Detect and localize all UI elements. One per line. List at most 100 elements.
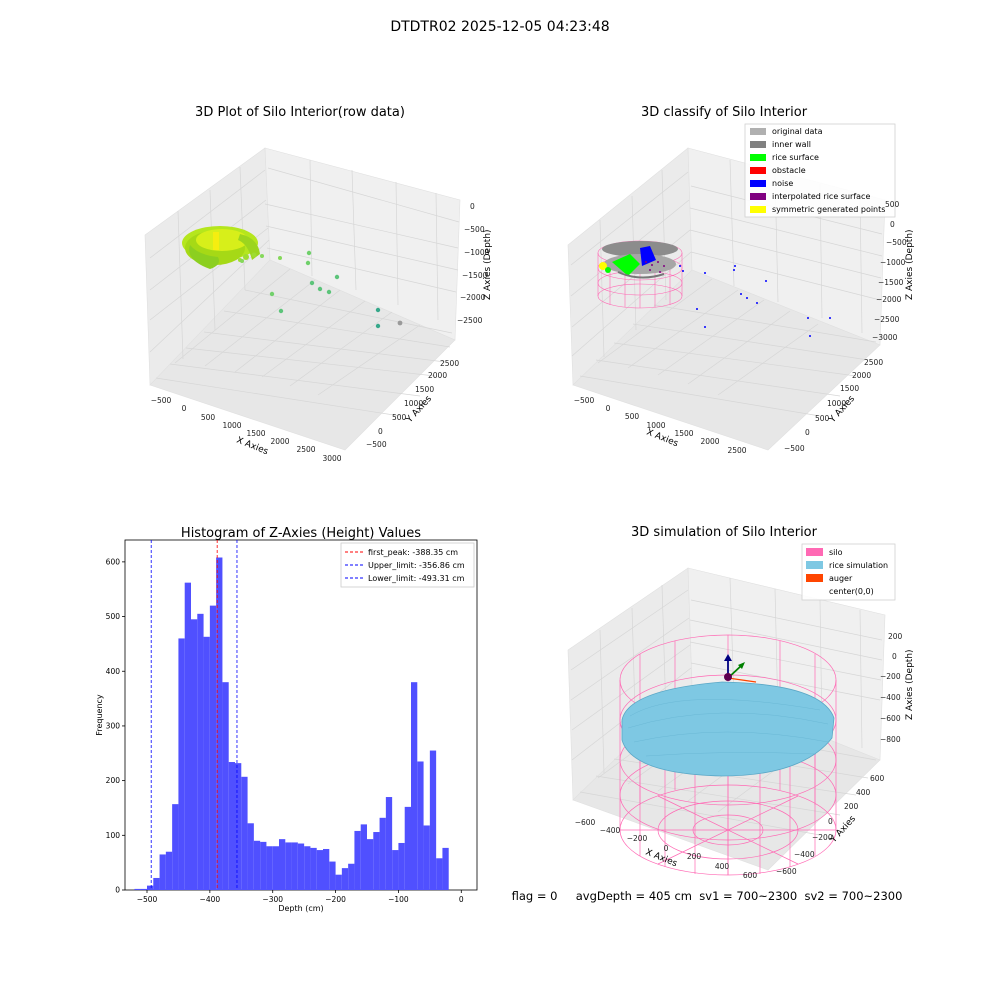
p4-ytick: 0 (828, 817, 833, 826)
histogram-x-tick-label: −300 (262, 895, 283, 904)
p2-xtick: 1000 (646, 421, 665, 430)
panel-histogram: Histogram of Z-Axies (Height) Values −50… (95, 526, 478, 913)
p1-ytick: 1000 (404, 399, 423, 408)
histogram-bar (260, 841, 267, 890)
histogram-y-tick-label: 500 (106, 612, 121, 621)
p1-ztick: −1500 (462, 271, 488, 280)
legend-symmetric: symmetric generated points (772, 205, 885, 214)
p4-xtick: 400 (715, 862, 730, 871)
histogram-bar (247, 823, 254, 890)
histogram-bar (442, 847, 449, 890)
histogram-bar (184, 582, 191, 890)
p1-ytick: 1500 (415, 385, 434, 394)
histogram-bar (379, 817, 386, 890)
p2-ytick: 2000 (852, 371, 871, 380)
histogram-bar (392, 850, 399, 890)
histogram-bar (134, 888, 141, 890)
histogram-bar (354, 830, 361, 890)
histogram-bar (191, 619, 198, 890)
histogram-y-tick-label: 100 (106, 831, 121, 840)
p1-xtick: 2500 (296, 445, 315, 454)
histogram-y-tick-label: 600 (106, 557, 121, 566)
figure-suptitle: DTDTR02 2025-12-05 04:23:48 (390, 19, 609, 35)
histogram-bar (241, 776, 248, 890)
histogram-y-tick-label: 200 (106, 776, 121, 785)
p1-xtick: 1500 (246, 429, 265, 438)
p2-xtick: −500 (574, 396, 595, 405)
p1-ytick: 2500 (440, 359, 459, 368)
histogram-bar (216, 557, 223, 890)
histogram-bar (165, 851, 173, 890)
p4-xtick: −400 (600, 826, 621, 835)
rice-simulation-surface (621, 681, 835, 777)
p4-xtick: 0 (664, 844, 669, 853)
p4-ztick: 200 (888, 632, 903, 641)
histogram-bar (235, 763, 242, 890)
raw-outlier-points (240, 250, 403, 329)
p2-xtick: 500 (625, 412, 640, 421)
p2-ztick: −1000 (880, 258, 906, 267)
panel-classify-title: 3D classify of Silo Interior (641, 105, 808, 120)
p1-xtick: 500 (201, 413, 216, 422)
histogram-bar (398, 842, 405, 890)
histogram-bar (404, 806, 411, 890)
legend-interpolated: interpolated rice surface (772, 192, 870, 201)
status-text: flag = 0 avgDepth = 405 cm sv1 = 700~230… (512, 889, 903, 903)
p2-ytick: 1500 (840, 384, 859, 393)
histogram-y-tick-label: 300 (106, 721, 121, 730)
histogram-bar (385, 797, 393, 890)
p4-ytick: −400 (794, 850, 815, 859)
histogram-bar (140, 888, 147, 890)
histogram-bar (172, 804, 179, 890)
histogram-bars (134, 557, 449, 890)
histogram-bar (323, 848, 330, 890)
histogram-bar (341, 868, 349, 890)
histogram-bar (316, 850, 323, 890)
legend-auger: auger (829, 574, 853, 583)
histogram-bar (228, 762, 235, 890)
p2-ytick: 2500 (864, 358, 883, 367)
histogram-bar (203, 636, 210, 890)
histogram-bar (209, 605, 217, 890)
panel-simulation-3d: 3D simulation of Silo Interior (567, 525, 915, 880)
p1-ytick: 500 (392, 413, 407, 422)
p2-ztick: 0 (890, 220, 895, 229)
p1-xtick: 2000 (270, 437, 289, 446)
p2-ztick: 500 (885, 200, 900, 209)
histogram-bar (197, 613, 204, 890)
legend-center: center(0,0) (829, 587, 874, 596)
classify-points (599, 241, 831, 337)
p4-ztick: −400 (880, 693, 901, 702)
histogram-x-tick-label: −400 (200, 895, 221, 904)
histogram-x-ticks: −500 −400 −300 −200 −100 0 (137, 890, 464, 904)
histogram-bar (335, 874, 342, 890)
p4-xtick: 600 (743, 871, 758, 880)
p4-xtick: 200 (687, 852, 702, 861)
p1-zlabel: Z Axies (Depth) (483, 229, 493, 300)
histogram-y-tick-label: 400 (106, 667, 121, 676)
p2-ztick: −2500 (874, 315, 900, 324)
histogram-bar (304, 846, 311, 890)
p4-ytick: −600 (776, 867, 797, 876)
p1-ztick: −2500 (457, 316, 483, 325)
raw-rice-ring (182, 226, 260, 269)
histogram-bar (423, 825, 430, 890)
panel-simulation-title: 3D simulation of Silo Interior (631, 525, 818, 540)
p4-ztick: −600 (880, 714, 901, 723)
p4-ztick: −200 (880, 672, 901, 681)
histogram-bar (222, 682, 229, 890)
histogram-bar (285, 842, 292, 890)
histogram-x-tick-label: 0 (459, 895, 464, 904)
p2-ztick: −3000 (872, 333, 898, 342)
p1-ztick: −2000 (460, 293, 486, 302)
histogram-bar (266, 846, 273, 890)
histogram-bar (367, 839, 374, 890)
p1-xtick: 0 (182, 404, 187, 413)
legend-original: original data (772, 127, 823, 136)
legend-silo: silo (829, 548, 843, 557)
p4-ztick: −800 (880, 735, 901, 744)
histogram-bar (310, 847, 317, 890)
histogram-bar (253, 840, 261, 890)
p1-ytick: 2000 (428, 371, 447, 380)
p4-ytick: 600 (870, 774, 885, 783)
